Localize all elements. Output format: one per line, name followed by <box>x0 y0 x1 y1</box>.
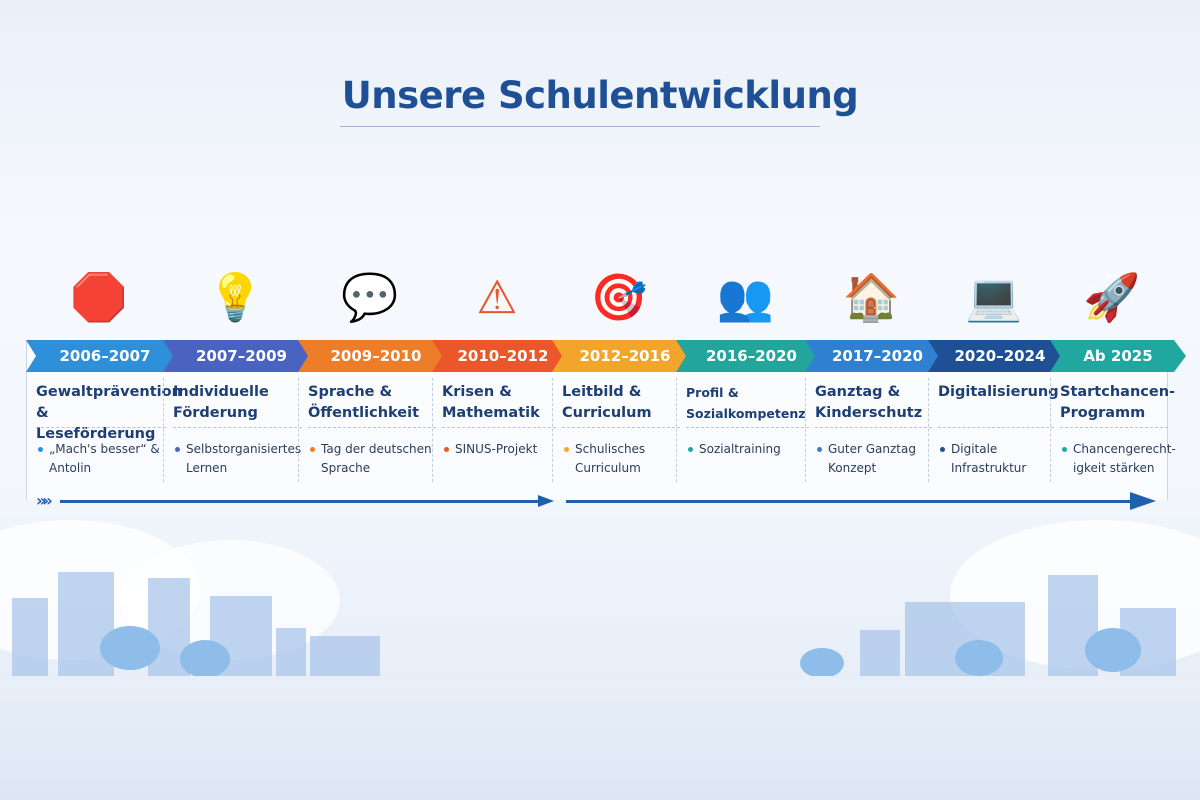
timeline-phase: 2012–2016 Leitbild & Curriculum Schulische… <box>552 340 686 485</box>
timeline-phase: 2020–2024 Digitalisierung Digitale Infrast… <box>928 340 1060 485</box>
phase-item: Digitale Infrastruktur <box>940 440 1056 478</box>
speech-bubbles-icon: 💬 <box>341 269 399 324</box>
bullet-icon <box>310 447 315 452</box>
bullet-icon <box>817 447 822 452</box>
timeline-phase: 2006–2007 Gewaltprävention & Leseförderun… <box>26 340 172 485</box>
period-label: 2006–2007 <box>26 340 184 372</box>
page-title: Unsere Schulentwicklung <box>341 74 859 117</box>
arrowhead-icon <box>1130 492 1156 510</box>
timeline-phase: 2017–2020 Ganztag & Kinderschutz Guter Gan… <box>805 340 938 485</box>
column-divider <box>928 378 929 482</box>
phase-item-text: Chancengerecht-igkeit stärken <box>1073 442 1176 475</box>
phase-item-text: Sozialtraining <box>699 442 781 456</box>
laptop-wifi-icon: 💻 <box>965 269 1023 324</box>
phase-item: Sozialtraining <box>688 440 811 459</box>
title-underline <box>340 126 820 127</box>
phase-item: Guter Ganztag Konzept <box>817 440 934 478</box>
phase-heading: Leitbild & Curriculum <box>562 382 680 428</box>
phase-item: SINUS-Projekt <box>444 440 558 459</box>
timeline-phase: 2007–2009 Individuelle Förderung Selbstorg… <box>163 340 308 485</box>
phase-item-text: SINUS-Projekt <box>455 442 538 456</box>
phase-heading: Ganztag & Kinderschutz <box>815 382 932 428</box>
timeline-phase: Ab 2025 Startchancen-Programm Chancengerec… <box>1050 340 1174 485</box>
phase-heading: Sprache & Öffentlichkeit <box>308 382 436 428</box>
period-label: 2009–2010 <box>298 340 454 372</box>
bullet-icon <box>444 447 449 452</box>
rocket-stars-icon: 🚀 <box>1083 269 1141 324</box>
phase-item-text: „Mach's besser“ & Antolin <box>49 442 160 475</box>
phase-item-text: Schulisches Curriculum <box>575 442 646 475</box>
column-divider <box>298 378 299 482</box>
period-label: Ab 2025 <box>1050 340 1186 372</box>
timeline-arrow-2 <box>566 500 1136 503</box>
bullet-icon <box>940 447 945 452</box>
timeline-phase: 2010–2012 Krisen & Mathematik SINUS-Projek… <box>432 340 562 485</box>
arrowhead-icon <box>538 495 554 507</box>
period-label: 2007–2009 <box>163 340 320 372</box>
stop-hands-icon: 🛑 <box>70 269 128 324</box>
bullet-icon <box>564 447 569 452</box>
phase-heading: Digitalisierung <box>938 382 1059 428</box>
bullet-icon <box>1062 447 1067 452</box>
column-divider <box>805 378 806 482</box>
bullet-icon <box>38 447 43 452</box>
period-label: 2016–2020 <box>676 340 827 372</box>
people-group-icon: 👥 <box>716 269 775 324</box>
house-shield-icon: 🏠 <box>842 269 901 324</box>
phase-item: Chancengerecht-igkeit stärken <box>1062 440 1176 478</box>
period-label: 2012–2016 <box>552 340 698 372</box>
phase-item-text: Tag der deutschen Sprache <box>321 442 432 475</box>
phase-heading: Krisen & Mathematik <box>442 382 556 428</box>
phase-item: Schulisches Curriculum <box>564 440 682 478</box>
column-divider <box>163 378 164 482</box>
lightbulb-puzzle-icon: 💡 <box>206 269 265 324</box>
warning-calculator-icon: ⚠ <box>476 270 518 324</box>
phase-heading: Startchancen-Programm <box>1060 382 1175 428</box>
timeline-phase: 2009–2010 Sprache & Öffentlichkeit Tag der… <box>298 340 442 485</box>
period-label: 2017–2020 <box>805 340 950 372</box>
phase-heading: Gewaltprävention & Leseförderung <box>36 384 182 442</box>
phase-heading: Individuelle Förderung <box>173 382 302 428</box>
phase-item: Selbstorganisiertes Lernen <box>175 440 304 478</box>
period-label: 2020–2024 <box>928 340 1072 372</box>
phase-item: Tag der deutschen Sprache <box>310 440 438 478</box>
period-label: 2010–2012 <box>432 340 574 372</box>
chevrons-icon: »» <box>36 491 53 510</box>
column-divider <box>432 378 433 482</box>
phase-item: „Mach's besser“ & Antolin <box>38 440 168 478</box>
timeline-arrow-1 <box>60 500 540 503</box>
column-divider <box>552 378 553 482</box>
column-divider <box>676 378 677 482</box>
phase-item-text: Digitale Infrastruktur <box>951 442 1027 475</box>
column-divider <box>1050 378 1051 482</box>
phase-item-text: Selbstorganisiertes Lernen <box>186 442 302 475</box>
phase-item-text: Guter Ganztag Konzept <box>828 442 916 475</box>
target-checklist-icon: 🎯 <box>590 269 648 324</box>
bullet-icon <box>688 447 693 452</box>
bullet-icon <box>175 447 180 452</box>
timeline-phase: 2016–2020 Profil & Sozialkompetenz Sozialt… <box>676 340 815 485</box>
phase-heading: Profil & Sozialkompetenz <box>686 382 809 428</box>
